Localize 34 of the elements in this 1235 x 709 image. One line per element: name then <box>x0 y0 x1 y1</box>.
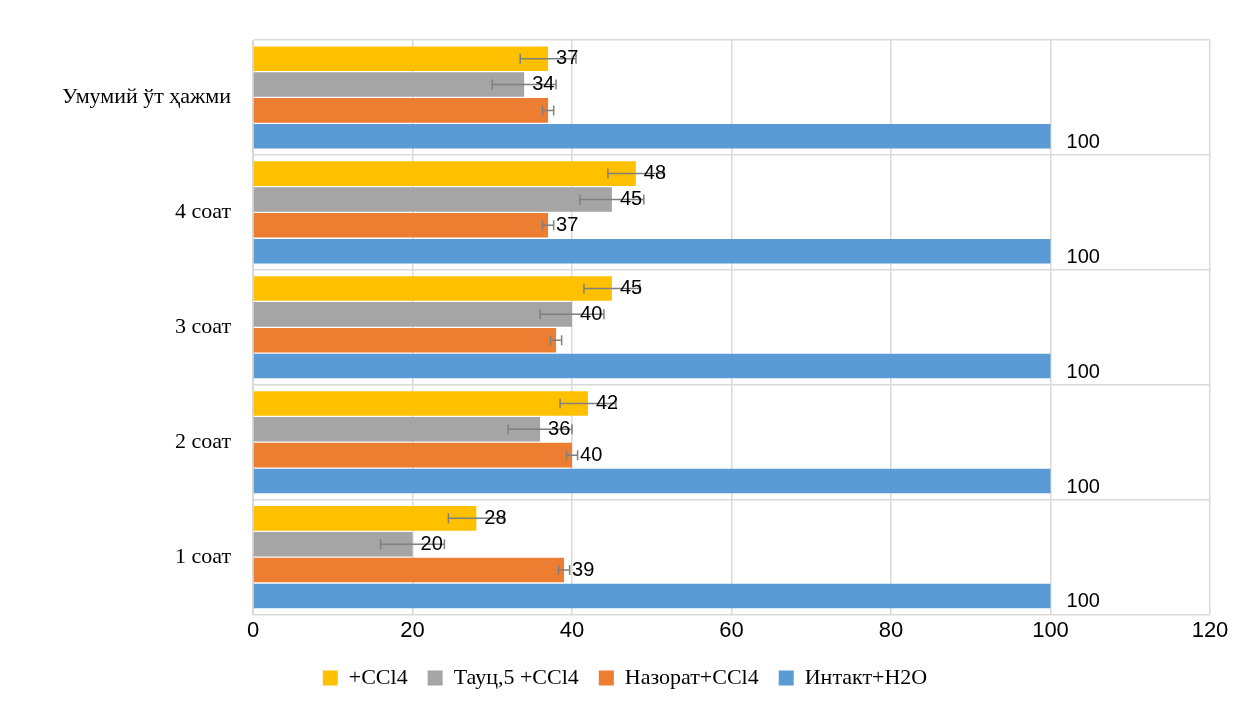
x-tick-label: 0 <box>246 616 260 642</box>
data-label: 40 <box>580 301 603 324</box>
x-tick-label: 120 <box>1191 616 1229 642</box>
legend-label: Тауц,5 +CCl4 <box>453 663 579 689</box>
data-label: 100 <box>1066 244 1100 267</box>
x-tick-label: 80 <box>878 616 904 642</box>
data-label: 34 <box>532 72 555 95</box>
legend-label: Назорат+CCl4 <box>624 663 759 689</box>
data-label: 36 <box>548 416 571 439</box>
y-tick-label: 4 соат <box>174 198 232 224</box>
data-label: 37 <box>556 46 579 69</box>
y-tick-label: 1 соат <box>174 542 232 568</box>
data-label: 37 <box>556 212 579 235</box>
x-tick-label: 100 <box>1032 616 1069 642</box>
data-label: 20 <box>420 531 443 554</box>
y-tick-label: 2 соат <box>174 428 232 453</box>
data-label: 48 <box>643 161 667 184</box>
data-label: 45 <box>619 186 643 209</box>
x-tick-label: 20 <box>400 616 425 642</box>
legend-label: +CCl4 <box>348 663 408 689</box>
x-tick-label: 60 <box>719 616 744 642</box>
data-label: 42 <box>595 390 619 413</box>
y-tick-label: Умумий ўт ҳажми <box>61 83 232 109</box>
x-tick-label: 40 <box>559 616 585 642</box>
y-tick-label: 3 соат <box>174 313 232 339</box>
data-label: 100 <box>1066 589 1100 612</box>
data-label: 100 <box>1066 359 1100 382</box>
data-label: 28 <box>484 505 507 528</box>
data-label: 100 <box>1066 129 1100 152</box>
data-label: 45 <box>619 276 643 299</box>
data-label: 39 <box>572 557 595 580</box>
legend-label: Интакт+H2O <box>804 663 928 689</box>
data-label: 40 <box>580 442 603 465</box>
data-label: 100 <box>1066 474 1100 497</box>
